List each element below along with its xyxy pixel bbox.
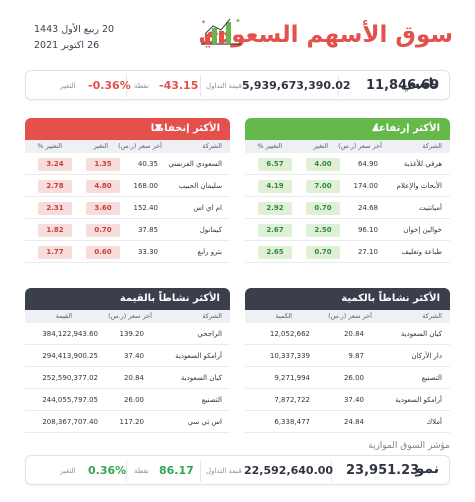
table-row: أملاك 24.84 6,338,477 <box>245 411 450 433</box>
nomu-change-label: التغير <box>60 467 76 475</box>
losers-header: الأكثر إنخفاضا <box>25 118 230 140</box>
nomu-value: 23,951.23 <box>346 463 420 478</box>
gainers-title: الأكثر إرتفاعا <box>375 123 440 134</box>
table-row: سليمان الحبيب 168.00 4.80 2.78 <box>25 175 230 197</box>
table-header: الشركة آخر سعر (ر.س) الكمية <box>245 310 450 323</box>
value-title: الأكثر نشاطاً بالقيمة <box>119 293 220 304</box>
nomu-label: نمو <box>415 461 439 477</box>
table-row: كيمانول 37.85 0.70 1.82 <box>25 219 230 241</box>
tasi-points-label: نقطة <box>134 82 149 90</box>
tasi-turnover-label: قيمة التداول <box>206 82 242 90</box>
table-row: بترو رابغ 33.30 0.60 1.77 <box>25 241 230 263</box>
svg-text:✦: ✦ <box>201 19 206 26</box>
svg-text:✦: ✦ <box>235 17 241 25</box>
table-row: الأبحاث والإعلام 174.00 7.00 4.19 <box>245 175 450 197</box>
volume-table: الشركة آخر سعر (ر.س) الكمية كيان السعودي… <box>245 310 450 433</box>
value-header: الأكثر نشاطاً بالقيمة <box>25 288 230 310</box>
table-row: أرامكو السعودية 37.40 7,872,722 <box>245 389 450 411</box>
chevron-down-icon: ▼ <box>155 123 162 133</box>
nomu-change-pct: 0.36% <box>88 464 127 477</box>
losers-table: الشركة آخر سعر (ر.س) التغير التغيير % ال… <box>25 140 230 263</box>
date-block: 20 ربيع الأول 1443 26 اكتوبر 2021 <box>34 22 154 54</box>
table-header: الشركة آخر سعر (ر.س) القيمة <box>25 310 230 323</box>
table-row: دار الأركان 9.87 10,337,339 <box>245 345 450 367</box>
table-row: كيان السعودية 20.84 252,590,377.02 <box>25 367 230 389</box>
tasi-turnover: 5,939,673,390.02 <box>242 79 351 92</box>
chart-logo-icon: ✦ ✦ <box>201 17 241 45</box>
table-row: أميانتيت 24.68 0.70 2.92 <box>245 197 450 219</box>
volume-header: الأكثر نشاطاً بالكمية <box>245 288 450 310</box>
tasi-change-pct: -0.36% <box>88 79 131 92</box>
nomu-turnover: 22,592,640.00 <box>244 464 334 477</box>
chevron-up-icon: ▲ <box>372 123 379 133</box>
table-row: اس تي سي 117.20 208,367,707.40 <box>25 411 230 433</box>
table-row: طباعة وتغليف 27.10 0.70 2.65 <box>245 241 450 263</box>
nomu-points: 86.17 <box>159 464 194 477</box>
value-table: الشركة آخر سعر (ر.س) القيمة الراجحي 139.2… <box>25 310 230 433</box>
tasi-label: تاسي <box>400 76 439 92</box>
header: سوق الأسهم السعودي 20 ربيع الأول 1443 26… <box>0 0 475 60</box>
gregorian-date: 26 اكتوبر 2021 <box>34 40 100 51</box>
tasi-value: 11,846.69 <box>366 78 440 93</box>
parallel-ticker: نمو 23,951.23 22,592,640.00 قيمة التداول… <box>25 455 450 485</box>
nomu-turnover-label: قيمة التداول <box>206 467 242 475</box>
gainers-header: الأكثر إرتفاعا <box>245 118 450 140</box>
table-row: ام اي اس 152.40 3.60 2.31 <box>25 197 230 219</box>
table-row: هرفي للأغذية 64.90 4.00 6.57 <box>245 153 450 175</box>
tasi-ticker: تاسي 11,846.69 5,939,673,390.02 قيمة الت… <box>25 70 450 100</box>
table-row: التصنيع 26.00 244,055,797.05 <box>25 389 230 411</box>
table-header: الشركة آخر سعر (ر.س) التغير التغيير % <box>245 140 450 153</box>
table-row: الراجحي 139.20 384,122,943.60 <box>25 323 230 345</box>
tasi-change-label: التغير <box>60 82 76 90</box>
table-row: التصنيع 26.00 9,271,994 <box>245 367 450 389</box>
losers-title: الأكثر إنخفاضا <box>150 123 220 134</box>
tasi-points: -43.15 <box>159 79 199 92</box>
gainers-table: الشركة آخر سعر (ر.س) التغير التغيير % هر… <box>245 140 450 263</box>
table-row: السعودي الفرنسي 40.35 1.35 3.24 <box>25 153 230 175</box>
parallel-market-title: مؤشر السوق الموازية <box>368 441 450 451</box>
table-row: أرامكو السعودية 37.40 294,413,900.25 <box>25 345 230 367</box>
table-row: خوالين إخوان 96.10 2.50 2.67 <box>245 219 450 241</box>
nomu-points-label: نقطة <box>134 467 149 475</box>
hijri-date: 20 ربيع الأول 1443 <box>34 24 115 35</box>
volume-title: الأكثر نشاطاً بالكمية <box>341 293 440 304</box>
table-header: الشركة آخر سعر (ر.س) التغير التغيير % <box>25 140 230 153</box>
table-row: كيان السعودية 20.84 12,052,662 <box>245 323 450 345</box>
